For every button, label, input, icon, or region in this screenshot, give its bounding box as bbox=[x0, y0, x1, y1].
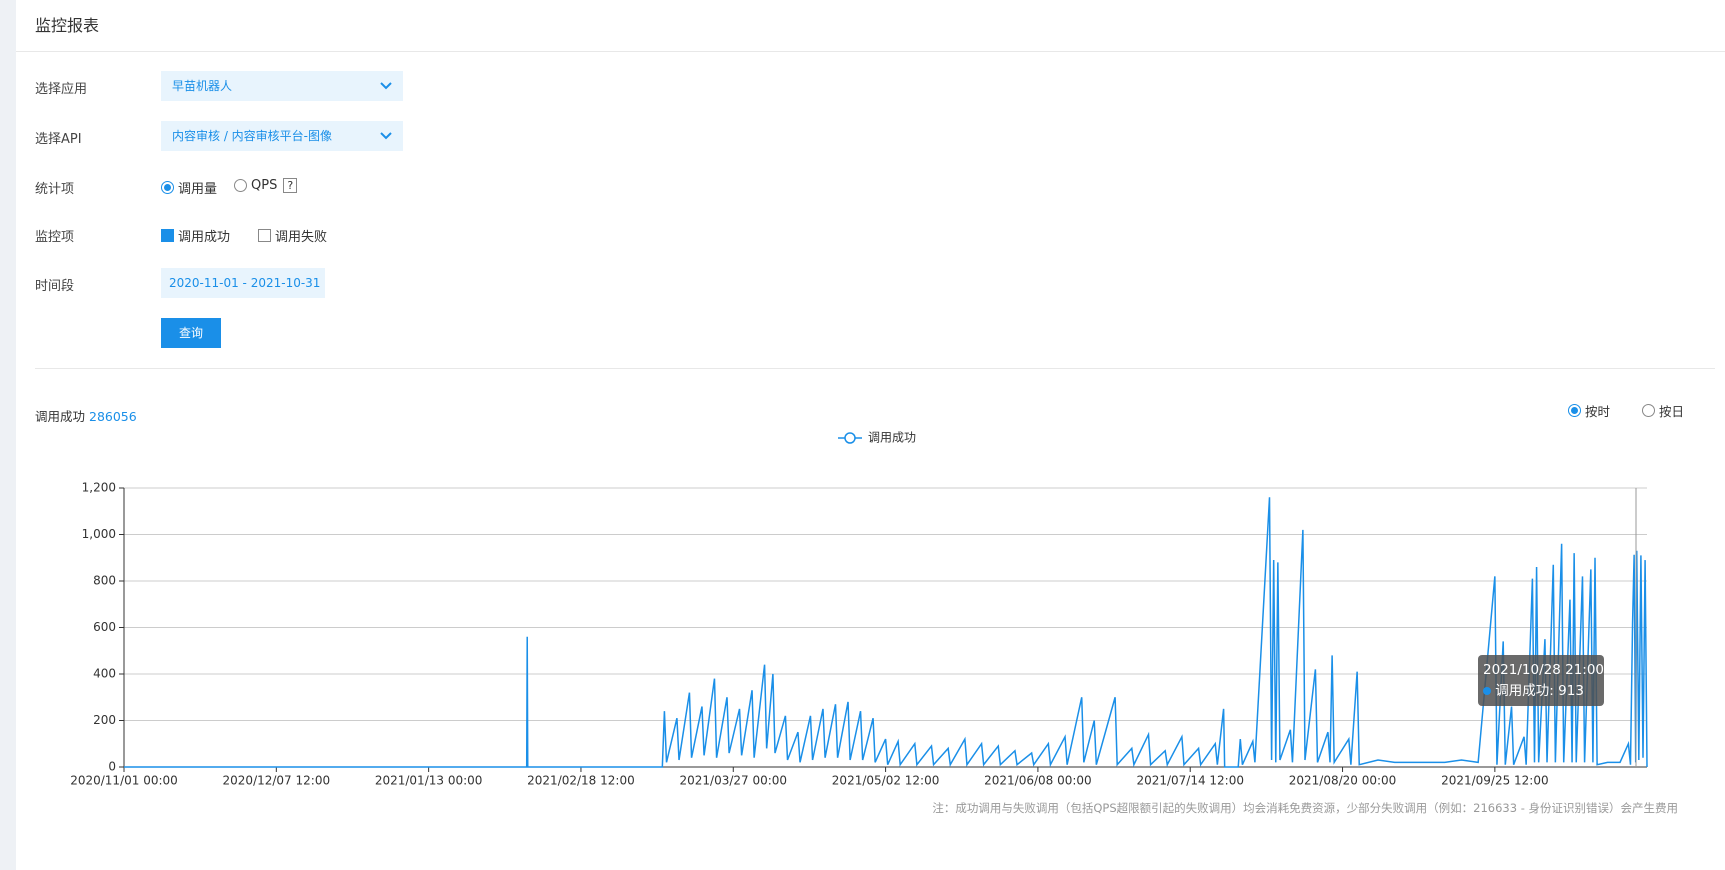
y-tick-label: 800 bbox=[93, 574, 116, 588]
checkbox-label: 调用失败 bbox=[275, 230, 328, 245]
checkbox-label: 调用成功 bbox=[178, 230, 231, 245]
page-title: 监控报表 bbox=[35, 16, 100, 35]
checkbox bbox=[258, 229, 271, 242]
x-tick-label: 2021/06/08 00:00 bbox=[984, 774, 1092, 788]
y-tick-label: 0 bbox=[108, 760, 116, 774]
help-icon[interactable]: ? bbox=[283, 178, 298, 193]
radio-label: 调用量 bbox=[178, 182, 218, 197]
radio bbox=[234, 179, 247, 192]
x-tick-label: 2021/09/25 12:00 bbox=[1441, 774, 1549, 788]
footnote: 注：成功调用与失败调用（包括QPS超限额引起的失败调用）均会消耗免费资源，少部分… bbox=[932, 801, 1678, 815]
chevron bbox=[380, 132, 392, 140]
x-tick-label: 2021/02/18 12:00 bbox=[527, 774, 635, 788]
checkbox bbox=[161, 229, 174, 242]
summary: 调用成功 286056 bbox=[35, 406, 137, 425]
date-value: 2020-11-01 - 2021-10-31 bbox=[169, 276, 321, 290]
y-tick-label: 1,200 bbox=[82, 481, 116, 495]
select-value: 内容审核 / 内容审核平台-图像 bbox=[172, 129, 333, 143]
radio-option[interactable]: QPS? bbox=[234, 178, 298, 193]
x-tick-label: 2020/12/07 12:00 bbox=[223, 774, 331, 788]
field-label: 统计项 bbox=[35, 182, 75, 197]
app-select[interactable]: 早苗机器人 bbox=[161, 71, 403, 101]
y-tick-label: 600 bbox=[93, 620, 116, 634]
checkbox-option[interactable]: 调用失败 bbox=[258, 226, 327, 245]
field-label: 监控项 bbox=[35, 230, 75, 245]
tooltip-label: 调用成功 bbox=[1495, 683, 1550, 699]
tooltip-title: 2021/10/28 21:00 bbox=[1483, 662, 1605, 678]
y-tick-label: 200 bbox=[93, 713, 116, 727]
tooltip: 2021/10/28 21:00 调用成功: 913 bbox=[1478, 655, 1604, 706]
radio-label: 按日 bbox=[1659, 404, 1685, 419]
tooltip-dot bbox=[1483, 687, 1491, 695]
x-tick-label: 2020/11/01 00:00 bbox=[70, 774, 178, 788]
query-button[interactable]: 查询 bbox=[161, 318, 221, 348]
checkbox-option[interactable]: 调用成功 bbox=[161, 226, 230, 245]
tooltip-value: 913 bbox=[1558, 683, 1584, 699]
select-value: 早苗机器人 bbox=[172, 79, 233, 93]
radio-label: QPS bbox=[251, 178, 278, 193]
x-tick-label: 2021/08/20 00:00 bbox=[1289, 774, 1397, 788]
field-label: 选择API bbox=[35, 132, 82, 147]
chart: 0 200 400 600 800 1,000 1,200 2020/11/01 00:00 2… bbox=[70, 431, 1648, 788]
tooltip-row: 调用成功: 913 bbox=[1483, 681, 1604, 702]
radio bbox=[1642, 404, 1655, 417]
legend-icon bbox=[844, 432, 856, 444]
summary-value: 286056 bbox=[89, 409, 137, 424]
api-select[interactable]: 内容审核 / 内容审核平台-图像 bbox=[161, 121, 403, 151]
field-label: 选择应用 bbox=[35, 82, 88, 97]
radio bbox=[1568, 404, 1581, 417]
y-tick-label: 400 bbox=[93, 667, 116, 681]
divider bbox=[16, 51, 1725, 52]
x-tick-label: 2021/03/27 00:00 bbox=[679, 774, 787, 788]
sidebar-edge bbox=[0, 0, 16, 870]
radio-label: 按时 bbox=[1585, 404, 1611, 419]
radio-option[interactable]: 调用量 bbox=[161, 178, 217, 197]
x-tick-label: 2021/05/02 12:00 bbox=[832, 774, 940, 788]
legend-label: 调用成功 bbox=[868, 431, 916, 445]
divider bbox=[35, 368, 1715, 369]
series-line bbox=[124, 497, 1648, 768]
y-tick-label: 1,000 bbox=[82, 527, 116, 541]
x-tick-label: 2021/01/13 00:00 bbox=[375, 774, 483, 788]
field-label: 时间段 bbox=[35, 279, 75, 294]
summary-label: 调用成功 bbox=[35, 409, 86, 424]
chevron bbox=[380, 82, 392, 90]
radio-option[interactable]: 按时 bbox=[1568, 401, 1610, 420]
radio-option[interactable]: 按日 bbox=[1642, 401, 1684, 420]
date-range[interactable]: 2020-11-01 - 2021-10-31 bbox=[161, 268, 325, 298]
x-tick-label: 2021/07/14 12:00 bbox=[1136, 774, 1244, 788]
radio bbox=[161, 181, 174, 194]
